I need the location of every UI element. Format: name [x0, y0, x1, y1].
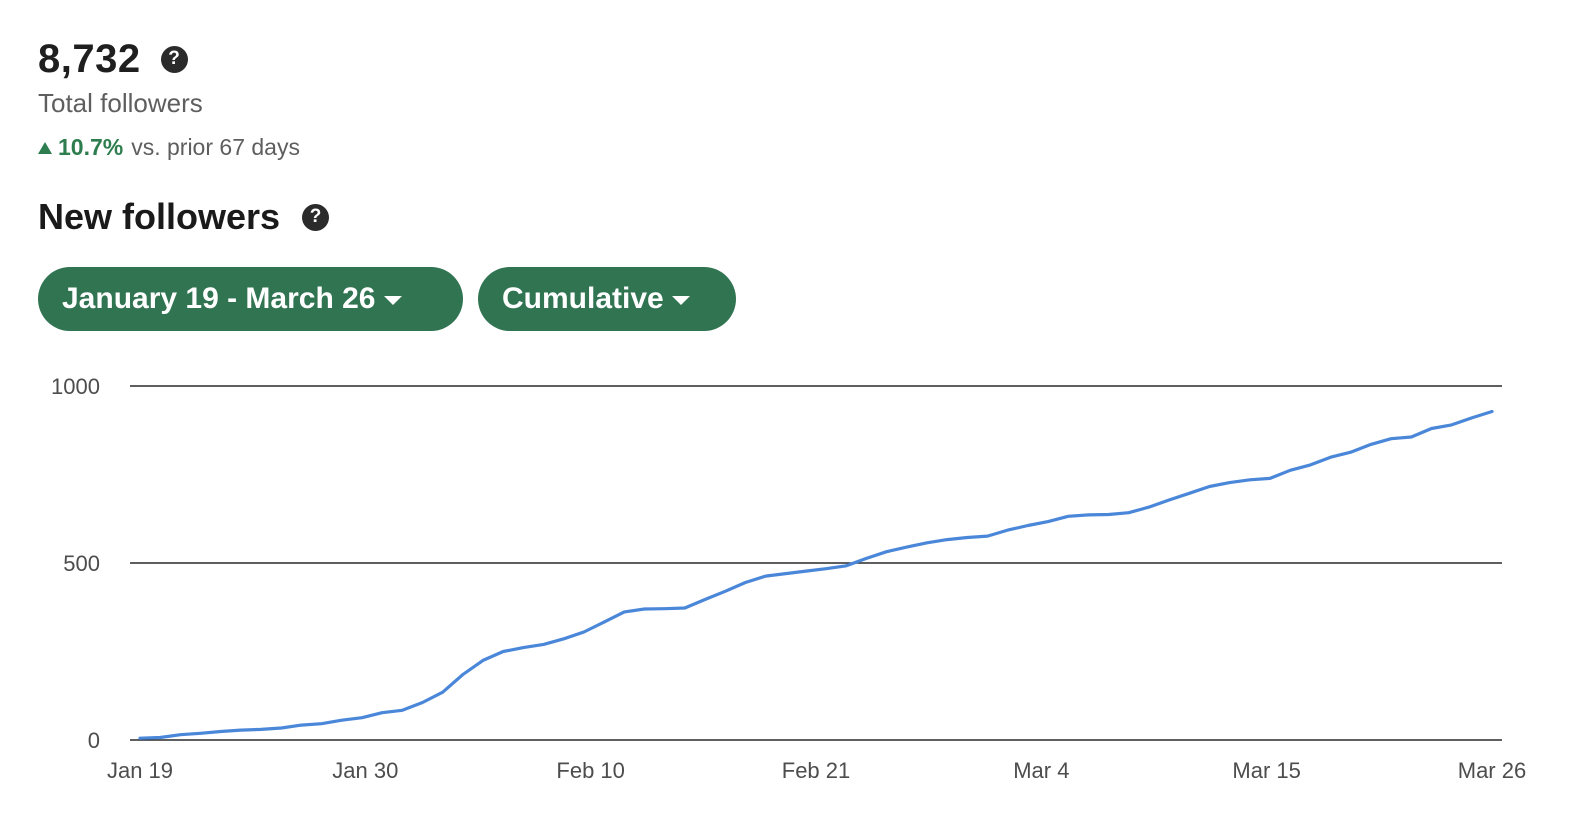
follower-change-row: 10.7% vs. prior 67 days	[38, 134, 300, 161]
help-icon[interactable]: ?	[160, 45, 188, 73]
date-range-dropdown[interactable]: January 19 - March 26	[38, 267, 463, 331]
x-tick-label: Feb 10	[556, 758, 625, 783]
y-tick-label: 500	[63, 551, 100, 576]
total-followers-row: 8,732 ?	[38, 36, 188, 82]
y-tick-label: 0	[88, 728, 100, 753]
new-followers-header: New followers ?	[38, 194, 330, 240]
triangle-up-icon	[38, 141, 52, 154]
x-tick-label: Jan 19	[107, 758, 173, 783]
change-percent: 10.7%	[58, 134, 124, 160]
x-tick-label: Mar 15	[1232, 758, 1300, 783]
x-tick-label: Jan 30	[332, 758, 398, 783]
total-followers-value: 8,732	[38, 37, 141, 81]
caret-down-icon	[383, 296, 402, 305]
caret-down-icon	[671, 296, 690, 305]
y-tick-label: 1000	[51, 374, 100, 399]
chart-mode-label: Cumulative	[502, 282, 664, 315]
series-line	[138, 409, 1494, 740]
help-icon[interactable]: ?	[302, 203, 330, 231]
new-followers-chart: 0 500 1000 Jan 19 Jan 30 Feb 10 Feb 21 Mar 4 Mar…	[51, 374, 1526, 783]
x-tick-label: Feb 21	[782, 758, 851, 783]
date-range-label: January 19 - March 26	[62, 282, 376, 315]
section-title: New followers	[38, 196, 281, 237]
total-followers-label: Total followers	[38, 88, 203, 118]
x-tick-label: Mar 4	[1013, 758, 1069, 783]
change-comparison-text: vs. prior 67 days	[131, 134, 300, 160]
x-tick-label: Mar 26	[1458, 758, 1526, 783]
chart-mode-dropdown[interactable]: Cumulative	[478, 267, 736, 331]
